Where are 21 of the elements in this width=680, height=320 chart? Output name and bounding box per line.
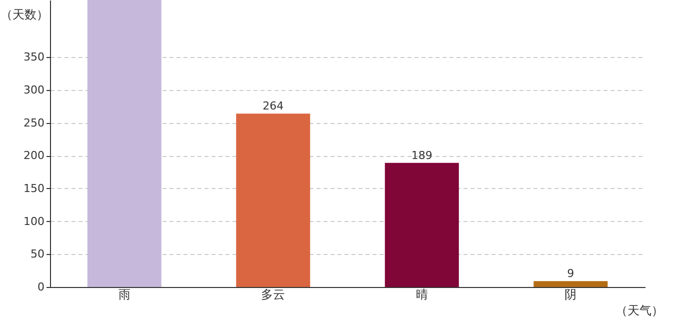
bar (534, 281, 608, 287)
y-tick-label: 50 (30, 248, 44, 261)
x-tick-label: 阴 (564, 288, 577, 302)
x-axis-title: （天气） (616, 304, 664, 318)
y-tick-label: 250 (24, 116, 44, 130)
y-tick-label: 350 (24, 50, 44, 64)
bar (236, 114, 310, 287)
data-label: 264 (262, 100, 284, 113)
y-tick-label: 200 (24, 149, 44, 162)
data-label: 189 (411, 148, 432, 162)
y-tick-label: 0 (38, 280, 44, 294)
y-tick-label: 150 (24, 182, 44, 195)
bar (87, 0, 162, 287)
y-tick-label: 300 (24, 83, 44, 96)
x-tick-label: 雨 (118, 288, 130, 302)
data-label: 9 (567, 267, 574, 280)
x-tick-label: 晴 (416, 288, 428, 302)
y-axis-title: （天数） (0, 8, 48, 22)
x-tick-label: 多云 (261, 288, 286, 302)
bar (384, 162, 459, 287)
y-tick-label: 100 (24, 214, 44, 228)
